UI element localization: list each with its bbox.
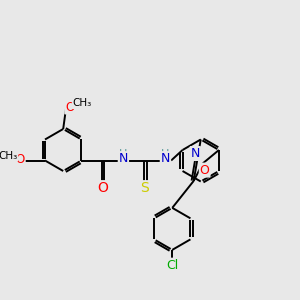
Text: CH₃: CH₃ [0,151,17,161]
Text: N: N [190,147,200,160]
Text: O: O [97,181,108,195]
Text: Cl: Cl [166,259,178,272]
Text: O: O [16,153,25,166]
Text: CH₃: CH₃ [73,98,92,108]
Text: N: N [119,152,128,165]
Text: O: O [200,164,210,177]
Text: N: N [161,152,170,165]
Text: O: O [65,100,74,113]
Text: H: H [119,149,128,159]
Text: S: S [140,181,149,195]
Text: H: H [161,149,170,159]
